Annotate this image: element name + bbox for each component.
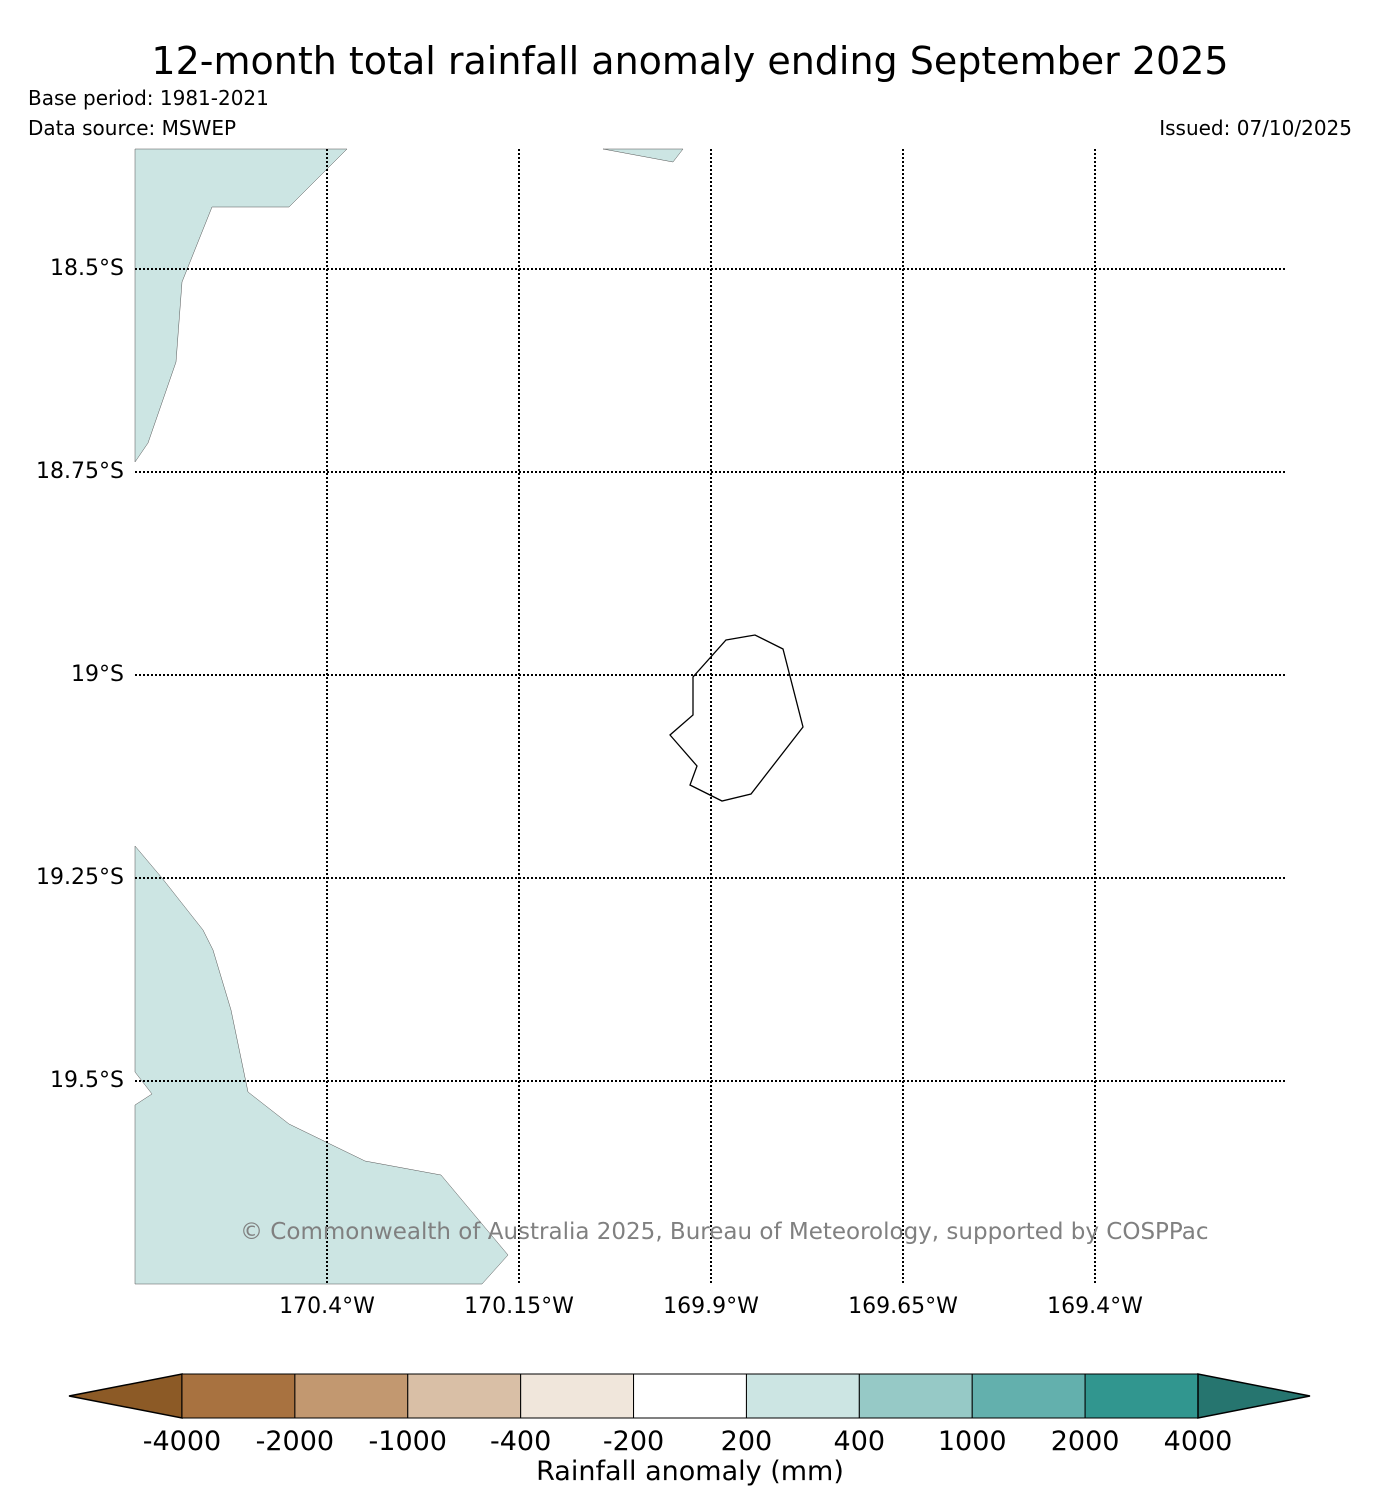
colorbar-tick-label: 400 (833, 1426, 886, 1457)
copyright-notice: © Commonwealth of Australia 2025, Bureau… (240, 1219, 1209, 1245)
lon-label-169-9: 169.9°W (663, 1294, 759, 1319)
island-coastline (669, 634, 804, 802)
lat-label-19: 19°S (71, 662, 124, 687)
anomaly-region-southwest (134, 845, 509, 1285)
colorbar-tick-label: -200 (602, 1426, 665, 1457)
colorbar-tick-label: -4000 (142, 1426, 222, 1457)
colorbar-extend-high (1197, 1373, 1311, 1419)
lon-label-170-4: 170.4°W (279, 1294, 375, 1319)
colorbar-cell (1084, 1373, 1199, 1419)
colorbar-cell (858, 1373, 973, 1419)
colorbar-cell (181, 1373, 296, 1419)
colorbar-cell (520, 1373, 635, 1419)
lat-label-19-5: 19.5°S (50, 1068, 124, 1093)
colorbar (68, 1373, 1311, 1419)
colorbar-cell (745, 1373, 860, 1419)
issued-date-text: Issued: 07/10/2025 (1159, 116, 1352, 140)
colorbar-tick-label: 4000 (1163, 1426, 1233, 1457)
anomaly-region-northwest (134, 148, 348, 463)
colorbar-tick-label: -400 (490, 1426, 552, 1457)
colorbar-tick-label: -2000 (255, 1426, 335, 1457)
colorbar-tick-label: 2000 (1050, 1426, 1120, 1457)
longitude-gridlines (326, 149, 1096, 1284)
colorbar-extend-low (68, 1373, 183, 1419)
anomaly-region-north (602, 148, 684, 163)
lon-label-170-15: 170.15°W (464, 1294, 574, 1319)
colorbar-cell (971, 1373, 1086, 1419)
colorbar-cell (633, 1373, 747, 1419)
colorbar-tick-label: 1000 (937, 1426, 1007, 1457)
lat-label-18-5: 18.5°S (50, 256, 124, 281)
base-period-text: Base period: 1981-2021 (28, 86, 269, 110)
map-plot-area (134, 148, 1286, 1285)
colorbar-cell (407, 1373, 522, 1419)
colorbar-cell (294, 1373, 409, 1419)
colorbar-tick-label: 200 (720, 1426, 773, 1457)
lon-label-169-65: 169.65°W (848, 1294, 958, 1319)
lon-label-169-4: 169.4°W (1047, 1294, 1143, 1319)
colorbar-tick-label: -1000 (368, 1426, 447, 1457)
data-source-text: Data source: MSWEP (28, 116, 237, 140)
lat-label-19-25: 19.25°S (36, 865, 124, 890)
lat-label-18-75: 18.75°S (36, 459, 124, 484)
colorbar-label: Rainfall anomaly (mm) (536, 1456, 844, 1487)
map-title: 12-month total rainfall anomaly ending S… (151, 39, 1229, 83)
